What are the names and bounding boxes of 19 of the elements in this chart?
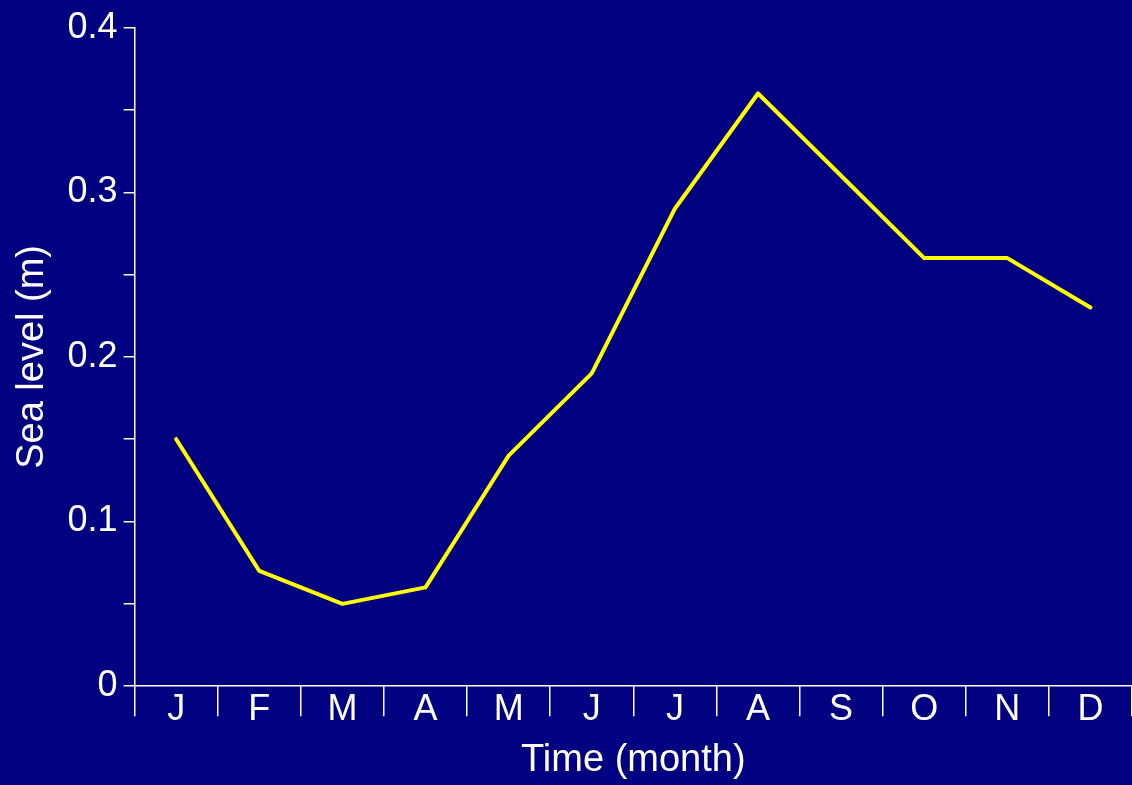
x-tick-label: M [493,686,524,728]
x-tick-label: J [582,686,601,728]
x-tick-label: J [665,686,684,728]
x-tick-label: F [248,686,271,728]
y-tick-label: 0.3 [67,169,118,211]
x-tick-label: D [1077,686,1104,728]
x-tick-label: A [745,686,770,728]
x-axis-title: Time (month) [521,736,746,779]
x-tick-label: A [413,686,438,728]
y-tick-label: 0.2 [67,333,118,375]
y-tick-label: 0 [97,663,118,705]
x-tick-label: N [994,686,1021,728]
x-tick-label: S [829,686,854,728]
x-tick-label: M [327,686,358,728]
x-tick-label: O [910,686,939,728]
y-axis-title: Sea level (m) [9,244,52,469]
y-tick-label: 0.1 [67,498,118,540]
x-tick-label: J [167,686,186,728]
y-tick-label: 0.4 [67,4,118,46]
